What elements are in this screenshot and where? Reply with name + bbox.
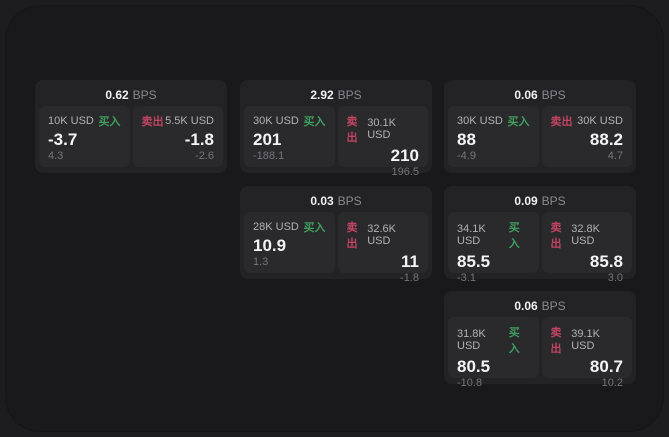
bps-unit: BPS [541, 194, 566, 208]
buy-quote-panel[interactable]: 30K USD 买入 88 -4.9 [448, 106, 539, 167]
buy-quote-panel[interactable]: 30K USD 买入 201 -188.1 [244, 106, 335, 167]
card-header: 0.06 BPS [448, 295, 632, 317]
bps-value: 0.06 [514, 88, 538, 102]
buy-price: 88 [457, 130, 476, 149]
sell-size: 39.1K USD [571, 328, 600, 352]
buy-delta: -10.8 [457, 376, 483, 389]
sell-quote-panel[interactable]: 卖出 39.1K USD 80.7 10.2 [541, 317, 632, 389]
sell-size: 32.6K USD [367, 223, 396, 247]
buy-size: 10K USD [48, 115, 94, 127]
sell-size: 30K USD [577, 115, 623, 127]
sell-size: 30.1K USD [367, 117, 396, 141]
buy-label: 买入 [508, 327, 520, 355]
buy-label: 买入 [98, 116, 121, 128]
sell-quote-panel[interactable]: 卖出 5.5K USD -1.8 -2.6 [132, 106, 223, 167]
buy-price: 10.9 [253, 236, 287, 255]
buy-quote-panel[interactable]: 10K USD 买入 -3.7 4.3 [39, 106, 130, 167]
sell-quote-panel[interactable]: 卖出 32.8K USD 85.8 3.0 [541, 212, 632, 284]
sell-price: 80.7 [589, 357, 623, 376]
sell-label: 卖出 [550, 222, 562, 250]
sell-delta: 4.7 [607, 149, 623, 162]
sell-delta: -2.6 [195, 149, 214, 162]
bps-value: 2.92 [310, 88, 334, 102]
buy-size: 31.8K USD [457, 328, 486, 352]
buy-price: 201 [253, 130, 282, 149]
sell-label: 卖出 [141, 116, 164, 128]
quote-card-2[interactable]: 2.92 BPS 30K USD 买入 201 -188.1 卖出 30.1K … [240, 80, 432, 178]
bps-value: 0.62 [105, 88, 129, 102]
card-header: 0.09 BPS [448, 190, 632, 212]
card-header: 0.03 BPS [244, 190, 428, 212]
bps-unit: BPS [541, 88, 566, 102]
buy-price: 80.5 [457, 357, 491, 376]
sell-label: 卖出 [550, 327, 562, 355]
quote-card-4[interactable]: 0.03 BPS 28K USD 买入 10.9 1.3 卖出 32.6K US… [240, 186, 432, 284]
sell-price: -1.8 [184, 130, 214, 149]
quote-card-1[interactable]: 0.62 BPS 10K USD 买入 -3.7 4.3 卖出 5.5K USD… [35, 80, 227, 173]
buy-size: 30K USD [253, 115, 299, 127]
sell-delta: 196.5 [391, 165, 419, 178]
buy-price: 85.5 [457, 252, 491, 271]
buy-label: 买入 [303, 222, 326, 234]
bps-value: 0.06 [514, 299, 538, 313]
bps-unit: BPS [132, 88, 157, 102]
buy-delta: -188.1 [253, 149, 285, 162]
buy-label: 买入 [508, 222, 520, 250]
sell-quote-panel[interactable]: 卖出 30.1K USD 210 196.5 [337, 106, 428, 178]
sell-label: 卖出 [550, 116, 573, 128]
sell-label: 卖出 [346, 116, 358, 144]
buy-label: 买入 [507, 116, 530, 128]
sell-size: 32.8K USD [571, 223, 600, 247]
bps-unit: BPS [337, 194, 362, 208]
sell-delta: 3.0 [607, 271, 623, 284]
sell-price: 11 [401, 252, 419, 271]
buy-delta: -4.9 [457, 149, 476, 162]
card-header: 0.62 BPS [39, 84, 223, 106]
sell-price: 88.2 [589, 130, 623, 149]
buy-quote-panel[interactable]: 28K USD 买入 10.9 1.3 [244, 212, 335, 273]
card-header: 0.06 BPS [448, 84, 632, 106]
sell-price: 210 [390, 146, 419, 165]
buy-delta: -3.1 [457, 271, 476, 284]
buy-price: -3.7 [48, 130, 78, 149]
buy-delta: 4.3 [48, 149, 64, 162]
quote-card-5[interactable]: 0.09 BPS 34.1K USD 买入 85.5 -3.1 卖出 32.8K… [444, 186, 636, 284]
bps-unit: BPS [337, 88, 362, 102]
sell-size: 5.5K USD [165, 115, 214, 127]
buy-size: 28K USD [253, 221, 299, 233]
buy-quote-panel[interactable]: 34.1K USD 买入 85.5 -3.1 [448, 212, 539, 284]
sell-quote-panel[interactable]: 卖出 32.6K USD 11 -1.8 [337, 212, 428, 284]
bps-unit: BPS [541, 299, 566, 313]
quote-card-3[interactable]: 0.06 BPS 30K USD 买入 88 -4.9 卖出 30K USD 8… [444, 80, 636, 173]
buy-label: 买入 [303, 116, 326, 128]
sell-quote-panel[interactable]: 卖出 30K USD 88.2 4.7 [541, 106, 632, 167]
sell-delta: 10.2 [601, 376, 623, 389]
sell-delta: -1.8 [400, 271, 419, 284]
buy-quote-panel[interactable]: 31.8K USD 买入 80.5 -10.8 [448, 317, 539, 389]
quote-card-6[interactable]: 0.06 BPS 31.8K USD 买入 80.5 -10.8 卖出 39.1… [444, 291, 636, 389]
buy-size: 34.1K USD [457, 223, 486, 247]
bps-value: 0.03 [310, 194, 334, 208]
bps-value: 0.09 [514, 194, 538, 208]
sell-label: 卖出 [346, 222, 358, 250]
buy-size: 30K USD [457, 115, 503, 127]
card-header: 2.92 BPS [244, 84, 428, 106]
buy-delta: 1.3 [253, 255, 269, 268]
sell-price: 85.8 [589, 252, 623, 271]
